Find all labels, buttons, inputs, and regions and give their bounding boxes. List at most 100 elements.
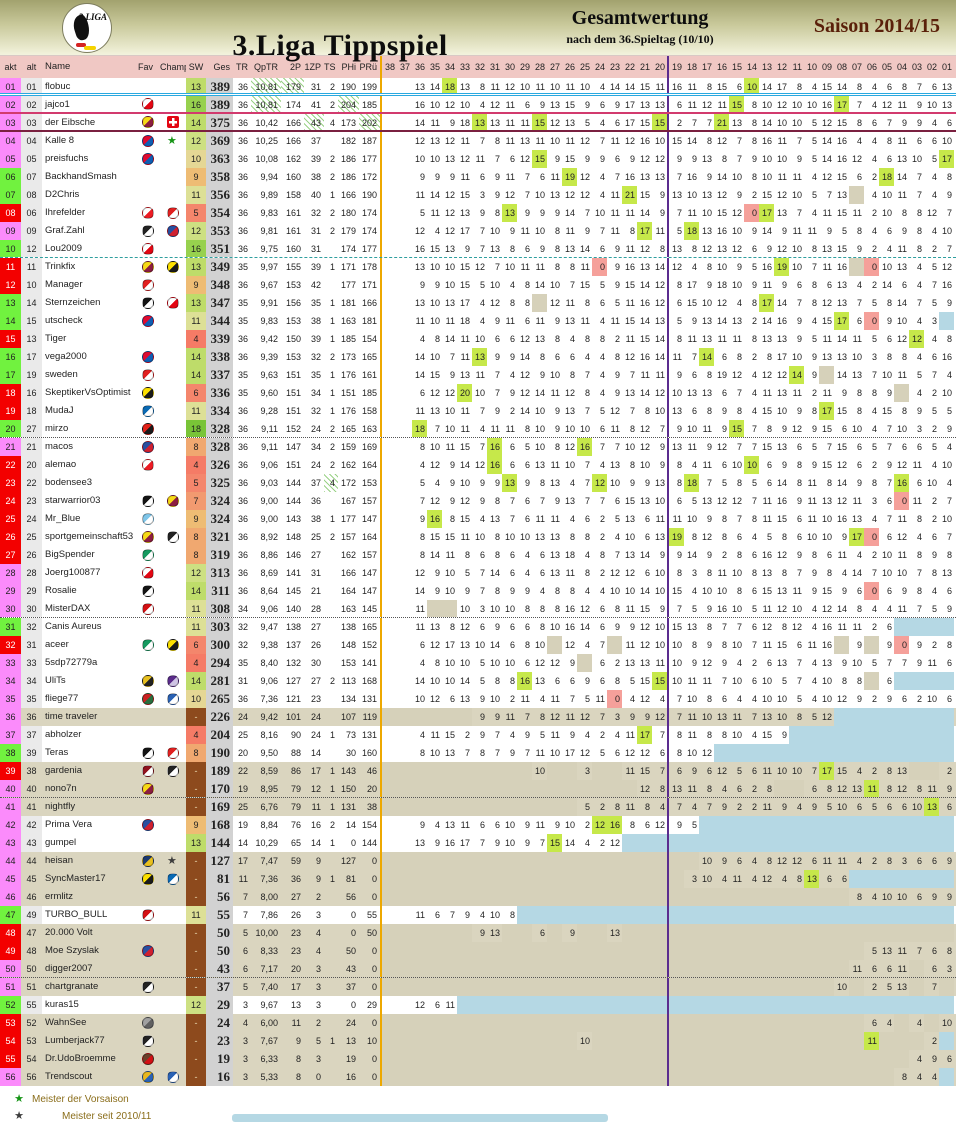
matchday-cell: 6: [584, 514, 590, 524]
gold-divider: [380, 384, 382, 402]
matchday-cell: 4: [584, 586, 590, 596]
ts-cell: 1: [329, 874, 335, 884]
matchday-cell: 4: [584, 838, 590, 848]
matchday-cell: 6: [886, 964, 892, 974]
matchday-cell: 10: [534, 766, 545, 776]
matchday-cell: [774, 1068, 789, 1086]
matchday-cell: 10: [911, 154, 922, 164]
two-point-cell: 156: [285, 298, 301, 308]
fav-club-cell: [138, 204, 160, 222]
horizontal-scrollbar-thumb[interactable]: [232, 1114, 608, 1122]
matchday-cell: [397, 204, 412, 222]
ts-cell: [324, 960, 338, 977]
quota-cell: 7,47: [260, 856, 278, 866]
matchday-cell: 6: [599, 298, 605, 308]
total-points-cell: 265: [206, 690, 233, 708]
matchday-cell: 9: [676, 370, 682, 380]
matchday-cell: [397, 1050, 412, 1068]
matchday-cell: 8: [721, 514, 727, 524]
matchday-cell: 5: [751, 604, 757, 614]
matchday-cell: 13: [701, 388, 712, 398]
matchday-cell: [879, 1032, 894, 1050]
subheading: nach dem 36.Spieltag (10/10): [566, 32, 714, 46]
matchday-cell: 11: [912, 460, 922, 470]
matchday-cell: 9: [916, 118, 922, 128]
two-point-cell: 166: [285, 118, 301, 128]
matchday-cell: 12: [579, 190, 590, 200]
matchday-cell: 2: [599, 514, 605, 524]
matchday-cell: [397, 312, 412, 330]
matchday-cell: [502, 1032, 517, 1050]
matchday-cell: [397, 960, 412, 977]
matchday-cell: [669, 960, 684, 977]
player-name: mirzo: [45, 423, 69, 434]
matchday-cell: 13: [671, 784, 682, 794]
matchday-cell: 8: [796, 82, 802, 92]
matchday-cell: 10: [489, 226, 500, 236]
matchday-cell: 6: [901, 280, 907, 290]
matchday-cell: 2: [676, 118, 682, 128]
matchday-cell: [517, 852, 532, 870]
gold-divider: [380, 456, 382, 474]
matchday-cell: [562, 1032, 577, 1050]
champ-cell: [160, 204, 186, 222]
matchday-cell: [909, 762, 924, 780]
matchday-cell: 5: [419, 208, 425, 218]
total-points-cell: 16: [206, 1068, 233, 1086]
matchday-cell: [382, 240, 397, 257]
champ-cell: [160, 294, 186, 312]
matchday-cell: 17: [637, 726, 652, 744]
matchday-cell: 4: [811, 604, 817, 614]
matchday-cell: 14: [776, 478, 787, 488]
col-header-akt: akt: [4, 62, 17, 72]
ts-cell: 1: [329, 190, 335, 200]
matchday-cell: 18: [442, 78, 457, 93]
matchday-cell: 16: [444, 838, 455, 848]
matchday-cell: 11: [762, 640, 772, 650]
matchday-cell: 8: [554, 442, 560, 452]
two-point-cell: 20: [290, 964, 301, 974]
matchday-cell: 14: [639, 388, 650, 398]
matchday-cell: [622, 996, 637, 1014]
rank-previous-cell: 38: [26, 766, 37, 776]
matchday-cell: [849, 1068, 864, 1086]
matchday-cell: 8: [751, 100, 757, 110]
matchday-cell: 11: [792, 172, 802, 182]
matchday-cell: 2: [871, 244, 877, 254]
matchday-cell: 15: [429, 244, 440, 254]
matchday-cell: 9: [494, 316, 500, 326]
matchday-cell: [397, 564, 412, 582]
second-half-points-cell: 144: [361, 838, 377, 848]
matchday-cell: 17: [624, 100, 635, 110]
matchday-cell: [577, 888, 592, 906]
col-header-matchday-38: 38: [384, 62, 395, 72]
matchday-cell: [532, 906, 547, 924]
total-points-cell: 389: [206, 78, 233, 93]
matchday-cell: [412, 960, 427, 977]
ts-cell: [324, 240, 338, 257]
ts-cell: 1: [329, 838, 335, 848]
matchday-cell: 8: [676, 748, 682, 758]
rounds-cell: 36: [237, 532, 248, 542]
matchday-cell: 7: [676, 604, 682, 614]
champ-cell: [160, 1068, 186, 1086]
second-half-points-cell: 187: [361, 136, 377, 146]
banner: 3.LIGA 3.Liga Tippspiel Gesamtwertung na…: [0, 0, 956, 62]
matchday-cell: 11: [550, 460, 560, 470]
matchday-cell: 12: [549, 118, 560, 128]
matchday-cell: 13: [654, 532, 665, 542]
matchday-cell: 14: [836, 334, 847, 344]
matchday-cell: 8: [554, 334, 560, 344]
purple-divider: [667, 726, 669, 744]
second-half-points-cell: 0: [371, 874, 377, 884]
matchday-cell: 10: [564, 460, 575, 470]
matchday-cell: [607, 1068, 622, 1086]
first-half-points-cell: 190: [340, 82, 356, 92]
matchday-cell: 9: [781, 226, 787, 236]
second-half-points-cell: 55: [366, 910, 377, 920]
matchday-cell: 18: [459, 118, 470, 128]
quota-cell: 9,42: [260, 712, 278, 722]
col-header-phi: PHi: [341, 62, 356, 72]
gold-divider: [380, 618, 382, 636]
purple-divider: [667, 870, 669, 888]
